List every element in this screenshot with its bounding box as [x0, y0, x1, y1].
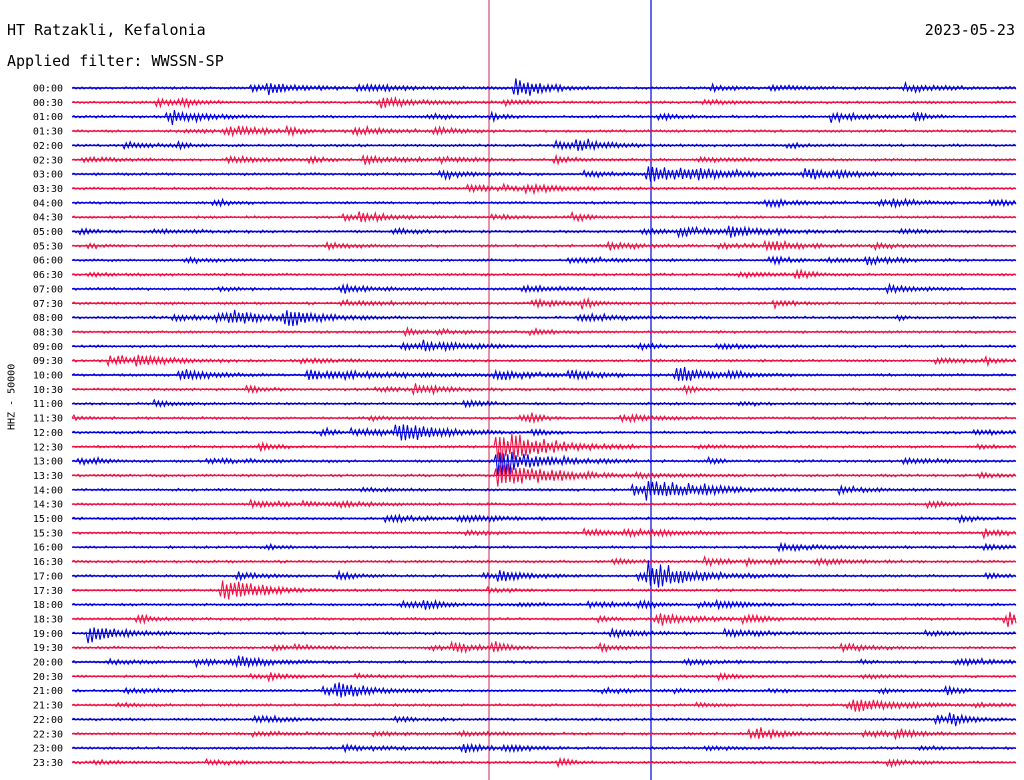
row-time-label: 00:00 [33, 84, 63, 95]
seismic-trace [71, 627, 1017, 644]
row-time-label: 11:00 [33, 399, 63, 410]
row-time-label: 05:00 [33, 227, 63, 238]
row-time-label: 08:00 [33, 313, 63, 324]
row-time-label: 17:30 [33, 586, 63, 597]
seismic-trace [71, 682, 1017, 698]
row-time-label: 13:00 [33, 457, 63, 468]
seismic-trace [71, 296, 1017, 311]
row-time-label: 09:00 [33, 342, 63, 353]
seismic-trace [71, 481, 1017, 501]
row-time-label: 15:30 [33, 528, 63, 539]
row-time-label: 02:30 [33, 155, 63, 166]
row-time-label: 21:00 [33, 686, 63, 697]
row-time-label: 21:30 [33, 701, 63, 712]
row-time-label: 02:00 [33, 141, 63, 152]
row-time-label: 10:30 [33, 385, 63, 396]
row-time-label: 10:00 [33, 371, 63, 382]
row-time-label: 09:30 [33, 356, 63, 367]
seismic-trace [71, 640, 1017, 654]
row-time-label: 23:30 [33, 758, 63, 769]
row-time-label: 07:00 [33, 284, 63, 295]
row-time-label: 19:00 [33, 629, 63, 640]
row-time-label: 20:00 [33, 658, 63, 669]
row-time-label: 11:30 [33, 414, 63, 425]
row-time-label: 00:30 [33, 98, 63, 109]
row-time-label: 03:30 [33, 184, 63, 195]
row-time-label: 18:30 [33, 614, 63, 625]
row-time-label: 18:00 [33, 600, 63, 611]
seismic-trace [71, 655, 1017, 669]
row-time-label: 01:30 [33, 127, 63, 138]
row-time-label: 05:30 [33, 241, 63, 252]
row-time-label: 22:00 [33, 715, 63, 726]
row-time-label: 01:00 [33, 112, 63, 123]
row-time-label: 16:30 [33, 557, 63, 568]
row-time-label: 13:30 [33, 471, 63, 482]
seismic-trace [71, 95, 1017, 109]
row-time-label: 12:30 [33, 442, 63, 453]
row-time-label: 03:00 [33, 170, 63, 181]
row-time-label: 15:00 [33, 514, 63, 525]
seismic-trace [71, 109, 1017, 125]
row-time-label: 17:00 [33, 571, 63, 582]
row-time-label: 04:30 [33, 213, 63, 224]
filter-label: Applied filter: WWSSN-SP [7, 52, 224, 70]
station-title: HT Ratzakli, Kefalonia [7, 21, 206, 39]
row-time-label: 14:30 [33, 500, 63, 511]
seismic-trace [71, 78, 1017, 96]
seismic-trace [71, 366, 1017, 382]
seismic-trace [71, 560, 1017, 588]
row-time-label: 06:30 [33, 270, 63, 281]
row-time-label: 22:30 [33, 729, 63, 740]
seismic-trace [71, 339, 1017, 353]
row-time-label: 08:30 [33, 327, 63, 338]
date-label: 2023-05-23 [924, 21, 1015, 39]
row-time-label: 14:00 [33, 485, 63, 496]
row-time-label: 12:00 [33, 428, 63, 439]
row-time-label: 20:30 [33, 672, 63, 683]
row-time-label: 06:00 [33, 256, 63, 267]
row-time-label: 19:30 [33, 643, 63, 654]
row-time-label: 23:00 [33, 744, 63, 755]
row-time-label: 04:00 [33, 198, 63, 209]
row-time-label: 16:00 [33, 543, 63, 554]
row-time-label: 07:30 [33, 299, 63, 310]
